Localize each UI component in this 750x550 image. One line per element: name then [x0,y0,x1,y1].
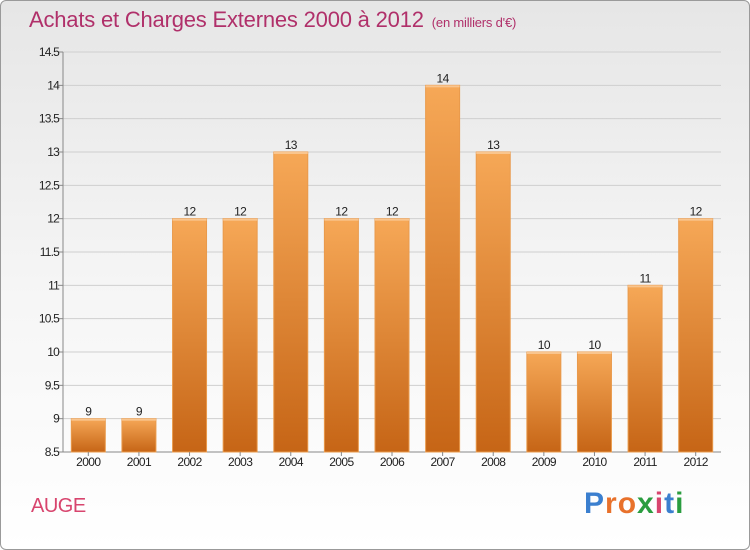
logo-letter: i [654,487,665,520]
y-tick-label: 14 [47,78,60,92]
x-tick-label: 2012 [684,455,709,469]
y-tick-label: 10.5 [39,312,60,326]
data-label: 12 [335,205,348,219]
bar-2010 [576,351,612,453]
data-label: 11 [639,271,651,285]
bar-top-highlight [121,418,156,421]
data-label: 12 [386,205,399,219]
bar-top-highlight [324,218,359,221]
data-label: 9 [85,405,92,419]
x-tick-label: 2002 [177,455,202,469]
bar-top-highlight [172,218,207,221]
title-text: Achats et Charges Externes 2000 à 2012 [29,7,424,32]
logo-letter: r [605,487,618,520]
commune-name: AUGE [31,495,86,517]
bar-2003 [222,218,258,453]
x-tick-label: 2006 [380,455,405,469]
x-tick-label: 2003 [228,455,253,469]
y-tick-label: 11.5 [40,245,60,259]
bar-2002 [172,218,208,453]
data-labels: 9 9 12 12 13 12 12 14 13 10 10 11 12 [85,71,703,419]
y-tick-label: 10 [47,345,60,359]
bar-2008 [475,151,511,453]
bar-top-highlight [273,152,308,154]
x-tick-label: 2004 [279,455,304,469]
logo-letter: x [637,487,655,520]
y-tick-label: 13.5 [39,112,60,126]
data-label: 10 [588,338,601,352]
proxiti-logo: Proxiti [584,487,684,521]
bar-2005 [323,218,359,453]
logo-letter: i [675,487,685,520]
bar-2012 [678,218,714,453]
data-label: 13 [487,138,500,152]
bar-top-highlight [577,352,612,354]
bar-top-highlight [71,418,106,421]
bar-top-highlight [678,218,713,221]
logo-letter: t [664,487,676,520]
x-tick-label: 2008 [481,455,506,469]
bar-2006 [374,218,410,453]
bar-2001 [121,418,157,453]
bars [70,84,714,453]
logo-letter: P [584,487,606,520]
bar-top-highlight [476,152,511,154]
bar-top-highlight [223,218,258,221]
data-label: 12 [183,205,196,219]
data-label: 12 [234,205,247,219]
bar-2011 [627,284,663,453]
bar-2009 [526,351,562,453]
x-tick-label: 2000 [76,455,101,469]
bar-2000 [70,418,106,453]
x-tick-label: 2009 [532,455,557,469]
data-label: 13 [285,138,298,152]
y-axis: 8.5 9 9.5 10 10.5 11 11.5 12 12.5 13 13.5 14 14.5 [39,45,63,459]
bar-2004 [273,151,309,453]
data-label: 12 [690,205,703,219]
logo-letter: o [617,487,638,520]
data-label: 10 [538,338,551,352]
bar-top-highlight [628,285,663,288]
x-tick-label: 2011 [633,455,657,469]
data-label: 9 [136,405,143,419]
y-tick-label: 9.5 [45,378,60,392]
x-tick-label: 2001 [127,455,152,469]
bar-top-highlight [526,352,561,354]
data-label: 14 [437,71,450,85]
bar-top-highlight [425,85,460,88]
y-tick-label: 12.5 [39,178,60,192]
y-tick-label: 9 [53,412,60,426]
x-tick-label: 2010 [582,455,607,469]
bar-top-highlight [375,218,409,221]
x-tick-label: 2005 [329,455,354,469]
chart-title: Achats et Charges Externes 2000 à 2012 (e… [29,7,516,33]
x-tick-label: 2007 [430,455,455,469]
unit-note: (en milliers d'€) [431,15,517,30]
y-tick-label: 13 [47,145,60,159]
y-tick-label: 8.5 [45,445,60,459]
y-tick-label: 11 [48,278,60,292]
y-tick-label: 14.5 [39,45,60,59]
y-tick-label: 12 [47,212,60,226]
x-axis: 2000 2001 2002 2003 2004 2005 2006 2007 2008 2009… [76,452,709,469]
bar-2007 [425,84,461,453]
